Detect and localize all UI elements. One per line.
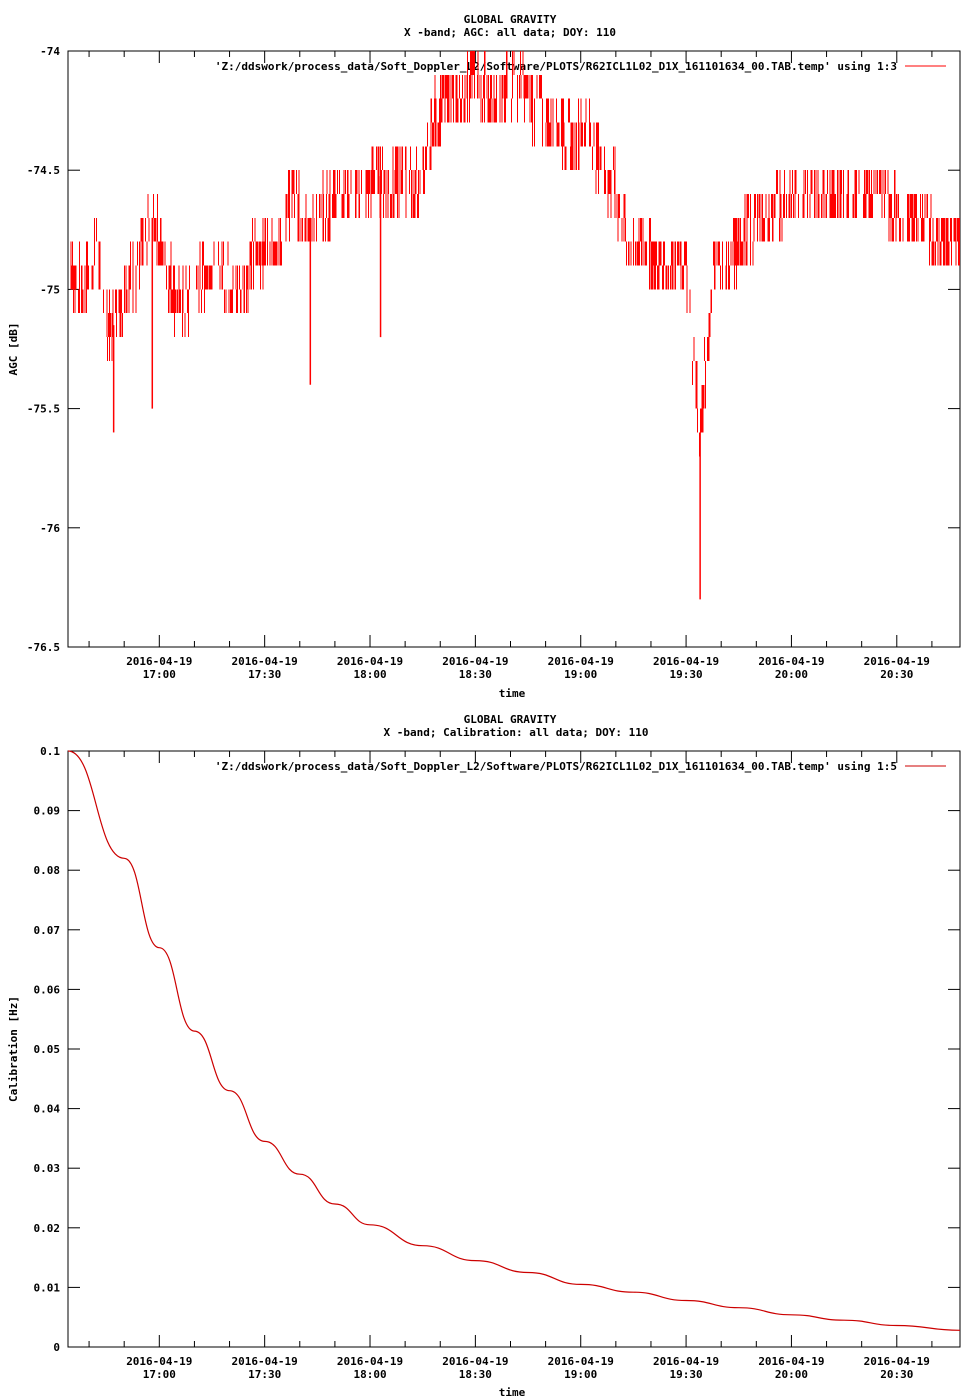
calibration-xtick-time: 18:30 bbox=[459, 1368, 492, 1381]
agc-xtick-time: 17:00 bbox=[143, 668, 176, 681]
agc-ytick-label: -75 bbox=[40, 283, 60, 296]
calibration-xtick-time: 20:30 bbox=[880, 1368, 913, 1381]
agc-chart-subtitle: X -band; AGC: all data; DOY: 110 bbox=[404, 26, 616, 39]
agc-xtick-date: 2016-04-19 bbox=[442, 655, 508, 668]
calibration-xtick-time: 17:00 bbox=[143, 1368, 176, 1381]
calibration-ytick-label: 0.09 bbox=[34, 805, 61, 818]
calibration-ytick-label: 0.06 bbox=[34, 983, 61, 996]
agc-chart: GLOBAL GRAVITY X -band; AGC: all data; D… bbox=[7, 13, 961, 700]
agc-xtick-time: 19:30 bbox=[670, 668, 703, 681]
agc-legend-label: 'Z:/ddswork/process_data/Soft_Doppler_L2… bbox=[215, 60, 897, 73]
calibration-xtick-date: 2016-04-19 bbox=[126, 1355, 192, 1368]
calibration-ytick-label: 0.1 bbox=[40, 745, 60, 758]
calibration-ytick-label: 0 bbox=[53, 1341, 60, 1354]
calibration-ytick-label: 0.03 bbox=[34, 1162, 61, 1175]
agc-x-axis: 2016-04-1917:002016-04-1917:302016-04-19… bbox=[88, 51, 933, 681]
calibration-ytick-label: 0.05 bbox=[34, 1043, 61, 1056]
agc-xtick-time: 20:00 bbox=[775, 668, 808, 681]
agc-xtick-date: 2016-04-19 bbox=[232, 655, 298, 668]
calibration-ytick-label: 0.04 bbox=[34, 1103, 61, 1116]
agc-y-axis: -74 -74.5 -75 -75.5 -76 -76.5 bbox=[27, 45, 960, 654]
calibration-xtick-date: 2016-04-19 bbox=[337, 1355, 403, 1368]
calibration-chart: GLOBAL GRAVITY X -band; Calibration: all… bbox=[7, 713, 961, 1399]
calibration-xtick-time: 19:30 bbox=[670, 1368, 703, 1381]
calibration-xtick-date: 2016-04-19 bbox=[653, 1355, 719, 1368]
calibration-plot-frame bbox=[67, 750, 961, 1348]
calibration-xtick-date: 2016-04-19 bbox=[758, 1355, 824, 1368]
agc-xtick-date: 2016-04-19 bbox=[548, 655, 614, 668]
agc-xtick-date: 2016-04-19 bbox=[337, 655, 403, 668]
agc-xtick-date: 2016-04-19 bbox=[126, 655, 192, 668]
calibration-curve bbox=[67, 750, 961, 1331]
agc-ytick-label: -74 bbox=[40, 45, 60, 58]
calibration-xtick-date: 2016-04-19 bbox=[442, 1355, 508, 1368]
calibration-legend-label: 'Z:/ddswork/process_data/Soft_Doppler_L2… bbox=[215, 760, 897, 773]
agc-xtick-time: 20:30 bbox=[880, 668, 913, 681]
agc-xtick-date: 2016-04-19 bbox=[653, 655, 719, 668]
calibration-y-axis-label: Calibration [Hz] bbox=[7, 996, 20, 1102]
agc-xtick-date: 2016-04-19 bbox=[758, 655, 824, 668]
agc-ytick-label: -75.5 bbox=[27, 403, 60, 416]
calibration-series bbox=[67, 750, 961, 1331]
calibration-xtick-time: 20:00 bbox=[775, 1368, 808, 1381]
calibration-chart-title: GLOBAL GRAVITY bbox=[464, 713, 557, 726]
agc-ytick-label: -74.5 bbox=[27, 164, 60, 177]
agc-xtick-time: 17:30 bbox=[248, 668, 281, 681]
calibration-xtick-date: 2016-04-19 bbox=[548, 1355, 614, 1368]
calibration-xtick-date: 2016-04-19 bbox=[864, 1355, 930, 1368]
agc-chart-title: GLOBAL GRAVITY bbox=[464, 13, 557, 26]
agc-xtick-time: 18:30 bbox=[459, 668, 492, 681]
agc-y-axis-label: AGC [dB] bbox=[7, 323, 20, 376]
calibration-xtick-time: 18:00 bbox=[353, 1368, 386, 1381]
calibration-y-axis: 0.1 0.09 0.08 0.07 0.06 0.05 0.04 0.03 0.02 0.01 0 bbox=[34, 745, 960, 1354]
agc-ytick-label: -76.5 bbox=[27, 641, 60, 654]
calibration-xtick-date: 2016-04-19 bbox=[232, 1355, 298, 1368]
calibration-xtick-time: 19:00 bbox=[564, 1368, 597, 1381]
calibration-ytick-label: 0.01 bbox=[34, 1281, 61, 1294]
calibration-x-axis: 2016-04-1917:002016-04-1917:302016-04-19… bbox=[88, 751, 933, 1381]
calibration-chart-subtitle: X -band; Calibration: all data; DOY: 110 bbox=[384, 726, 649, 739]
agc-series bbox=[70, 51, 960, 600]
calibration-ytick-label: 0.07 bbox=[34, 924, 61, 937]
agc-xtick-date: 2016-04-19 bbox=[864, 655, 930, 668]
calibration-xtick-time: 17:30 bbox=[248, 1368, 281, 1381]
agc-xtick-time: 18:00 bbox=[353, 668, 386, 681]
agc-plot-frame bbox=[67, 50, 961, 648]
agc-x-axis-label: time bbox=[499, 687, 526, 700]
calibration-x-axis-label: time bbox=[499, 1386, 526, 1399]
calibration-ytick-label: 0.08 bbox=[34, 864, 61, 877]
calibration-ytick-label: 0.02 bbox=[34, 1222, 61, 1235]
agc-xtick-time: 19:00 bbox=[564, 668, 597, 681]
agc-trace bbox=[70, 51, 960, 457]
agc-ytick-label: -76 bbox=[40, 522, 60, 535]
